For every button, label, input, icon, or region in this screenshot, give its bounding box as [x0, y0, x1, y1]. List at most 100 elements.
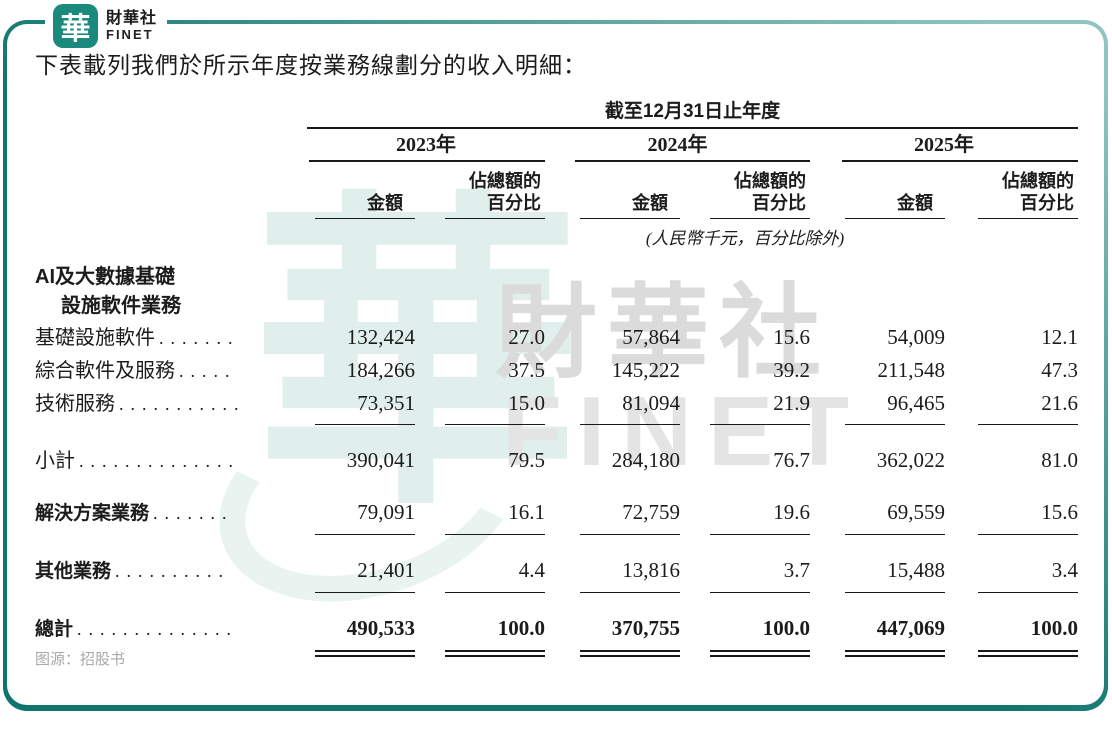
col-rule: [580, 218, 680, 219]
column-header-row: 金額 佔總額的 百分比 金額 佔總額的 百分比 金額 佔總額的 百分比: [35, 170, 1083, 214]
single-rule: [845, 592, 945, 593]
pct-bottom: 百分比: [752, 193, 806, 213]
dot-leader: .......: [159, 328, 240, 348]
single-rule: [845, 534, 945, 535]
logo-hua-glyph: 華: [60, 13, 91, 46]
double-rule: [845, 650, 945, 657]
single-rule: [315, 534, 415, 535]
source-note: 图源：招股书: [35, 651, 126, 668]
table-row: 綜合軟件及服務..... 184,266 37.5 145,222 39.2 211,5…: [35, 354, 1083, 387]
table-row: 解決方案業務....... 79,091 16.1 72,759 19.6 69,559…: [35, 496, 1083, 530]
cell-value: 447,069: [876, 616, 945, 640]
table-row: 技術服務........... 73,351 15.0 81,094 21.9 96,4…: [35, 387, 1083, 420]
single-rule: [580, 534, 680, 535]
cell-value: 47.3: [1041, 358, 1078, 382]
unit-note-row: (人民幣千元，百分比除外): [35, 224, 1083, 249]
single-rule: [315, 592, 415, 593]
row-label: 解決方案業務: [35, 503, 150, 524]
cell-value: 390,041: [346, 448, 415, 472]
cell-value: 100.0: [497, 616, 545, 640]
cell-value: 19.6: [773, 500, 810, 524]
cell-value: 15.6: [773, 325, 810, 349]
col-header-amount-2024: 金額: [632, 193, 668, 213]
double-rule: [315, 650, 415, 657]
single-rule: [580, 424, 680, 425]
single-rule: [445, 534, 545, 535]
year-rule-row: [35, 159, 1083, 162]
single-rule: [978, 592, 1078, 593]
section-header-line1: AI及大數據基礎: [35, 266, 175, 288]
cell-value: 79,091: [357, 500, 415, 524]
cell-value: 79.5: [508, 448, 545, 472]
cell-value: 362,022: [876, 448, 945, 472]
col-rule: [710, 218, 810, 219]
year-2024: 2024年: [647, 134, 708, 156]
cell-value: 81.0: [1041, 448, 1078, 472]
dot-leader: .....: [179, 361, 237, 381]
double-rule: [978, 650, 1078, 657]
cell-value: 132,424: [346, 325, 415, 349]
cell-value: 100.0: [1030, 616, 1078, 640]
col-header-amount-2025: 金額: [897, 193, 933, 213]
cell-value: 27.0: [508, 325, 545, 349]
cell-value: 37.5: [508, 358, 545, 382]
cell-value: 21.6: [1041, 391, 1078, 415]
pct-top: 佔總額的: [734, 171, 806, 191]
section-header-line2: 設施軟件業務: [61, 295, 181, 317]
rule-row: [35, 592, 1083, 593]
pct-bottom: 百分比: [1020, 193, 1074, 213]
cell-value: 100.0: [762, 616, 810, 640]
single-rule: [710, 592, 810, 593]
row-label: 技術服務: [35, 393, 115, 415]
cell-value: 73,351: [357, 391, 415, 415]
cell-value: 21,401: [357, 558, 415, 582]
unit-note: (人民幣千元，百分比除外): [645, 229, 845, 248]
section-header: AI及大數據基礎 設施軟件業務: [35, 263, 1083, 321]
year-2023: 2023年: [396, 134, 456, 156]
period-header-row: 截至12月31日止年度: [35, 100, 1083, 124]
rule-row: [35, 534, 1083, 535]
col-header-pct-2023: 佔總額的 百分比: [415, 170, 545, 214]
single-rule: [315, 424, 415, 425]
table-body: 基礎設施軟件....... 132,424 27.0 57,864 15.6 54,00…: [35, 321, 1083, 657]
cell-value: 145,222: [611, 358, 680, 382]
single-rule: [580, 592, 680, 593]
col-rule: [315, 218, 415, 219]
single-rule: [978, 424, 1078, 425]
cell-value: 12.1: [1041, 325, 1078, 349]
logo-text: 財華社 FINET: [106, 9, 158, 41]
single-rule: [445, 592, 545, 593]
intro-sentence: 下表載列我們於所示年度按業務線劃分的收入明細：: [35, 53, 587, 78]
cell-value: 15.6: [1041, 500, 1078, 524]
cell-value: 4.4: [518, 558, 545, 582]
cell-value: 370,755: [611, 616, 680, 640]
table-row: 小計.............. 390,041 79.5 284,180 76.7 3…: [35, 444, 1083, 477]
table-row: 基礎設施軟件....... 132,424 27.0 57,864 15.6 54,00…: [35, 321, 1083, 354]
table-row: 總計.............. 490,533 100.0 370,755 100.…: [35, 612, 1083, 646]
dot-leader: ...........: [119, 394, 246, 414]
double-rule: [445, 650, 545, 657]
cell-value: 211,548: [877, 358, 945, 382]
year-rule-2025: [842, 160, 1078, 162]
cell-value: 3.7: [783, 558, 810, 582]
cell-value: 72,759: [622, 500, 680, 524]
frame-inner: [7, 24, 1104, 705]
cell-value: 21.9: [773, 391, 810, 415]
cell-value: 76.7: [773, 448, 810, 472]
row-label: 總計: [35, 619, 74, 640]
pct-top: 佔總額的: [469, 171, 541, 191]
col-rule: [978, 218, 1078, 219]
teal-frame: [3, 20, 1108, 711]
dot-leader: .......: [153, 503, 234, 523]
cell-value: 490,533: [346, 616, 415, 640]
dot-leader: ..............: [77, 619, 239, 639]
year-header-row: 2023年 2024年 2025年: [35, 131, 1083, 159]
double-rule: [580, 650, 680, 657]
cell-value: 3.4: [1051, 558, 1078, 582]
cell-value: 81,094: [622, 391, 680, 415]
col-header-pct-2024: 佔總額的 百分比: [680, 170, 810, 214]
row-label: 其他業務: [35, 561, 112, 582]
logo-name-zh: 財華社: [106, 9, 158, 27]
year-2025: 2025年: [914, 134, 974, 156]
pct-top: 佔總額的: [1002, 171, 1074, 191]
